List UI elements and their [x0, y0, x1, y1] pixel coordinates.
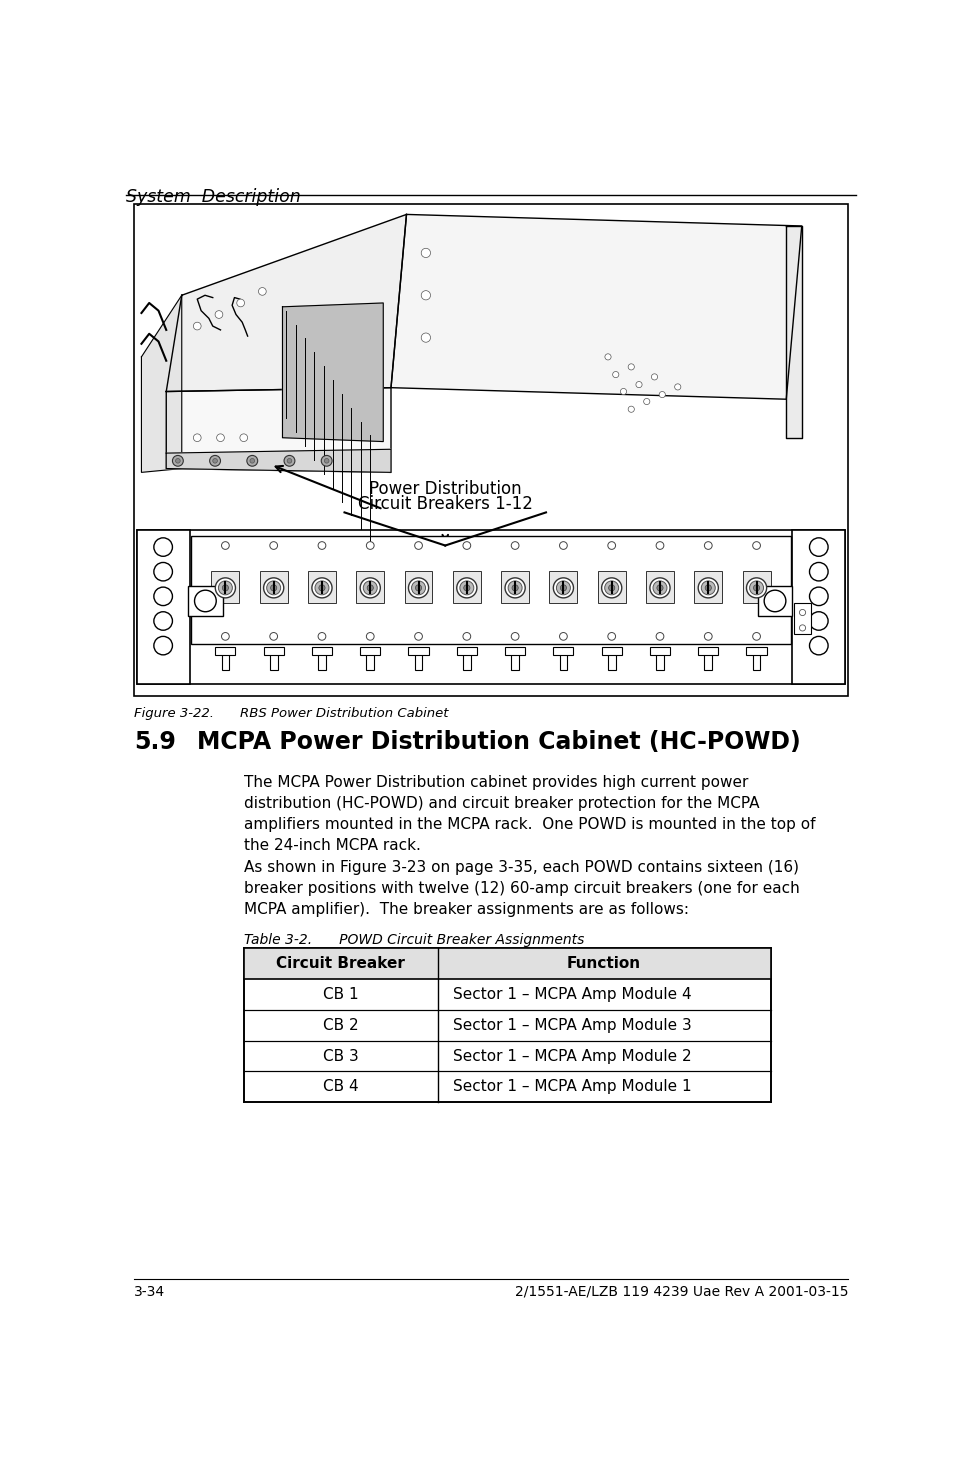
Text: Sector 1 – MCPA Amp Module 4: Sector 1 – MCPA Amp Module 4	[453, 987, 692, 1001]
Bar	[598, 570, 626, 604]
Circle shape	[154, 636, 172, 655]
Circle shape	[287, 459, 292, 463]
Circle shape	[325, 459, 329, 463]
Bar	[137, 531, 845, 685]
Circle shape	[222, 585, 229, 591]
Circle shape	[216, 578, 236, 598]
Circle shape	[319, 585, 325, 591]
Circle shape	[415, 541, 422, 550]
Circle shape	[247, 456, 258, 466]
Bar	[695, 570, 722, 604]
Circle shape	[463, 632, 470, 641]
Bar	[415, 652, 422, 670]
Bar	[221, 652, 229, 670]
Circle shape	[559, 541, 567, 550]
Circle shape	[250, 459, 255, 463]
Circle shape	[412, 581, 425, 595]
Circle shape	[218, 581, 233, 595]
Bar	[318, 652, 326, 670]
Circle shape	[512, 632, 519, 641]
Bar	[312, 647, 332, 655]
Circle shape	[799, 625, 806, 630]
Circle shape	[217, 434, 224, 441]
Bar	[260, 570, 287, 604]
Circle shape	[221, 541, 229, 550]
Text: As shown in Figure 3-23 on page 3-35, each POWD contains sixteen (16)
breaker po: As shown in Figure 3-23 on page 3-35, ea…	[243, 859, 800, 916]
Circle shape	[321, 456, 332, 466]
Circle shape	[644, 399, 650, 405]
Bar	[243, 949, 771, 979]
Polygon shape	[787, 226, 802, 438]
Text: Figure 3-22.    RBS Power Distribution Cabinet: Figure 3-22. RBS Power Distribution Cabi…	[134, 707, 448, 720]
Circle shape	[704, 632, 712, 641]
Bar	[792, 531, 845, 685]
Polygon shape	[142, 295, 182, 472]
Text: Power Distribution: Power Distribution	[369, 479, 521, 498]
Circle shape	[704, 541, 712, 550]
Circle shape	[701, 581, 716, 595]
Circle shape	[749, 581, 764, 595]
Circle shape	[367, 585, 374, 591]
Text: The MCPA Power Distribution cabinet provides high current power
distribution (HC: The MCPA Power Distribution cabinet prov…	[243, 776, 815, 853]
Bar	[559, 652, 567, 670]
Circle shape	[557, 581, 570, 595]
Bar	[501, 570, 529, 604]
Text: Circuit Breakers 1-12: Circuit Breakers 1-12	[357, 496, 533, 513]
Circle shape	[636, 381, 642, 387]
Circle shape	[457, 578, 477, 598]
Bar	[656, 652, 664, 670]
Circle shape	[613, 371, 619, 378]
Bar	[263, 647, 284, 655]
Circle shape	[705, 585, 712, 591]
Circle shape	[512, 585, 518, 591]
Bar	[650, 647, 670, 655]
Circle shape	[656, 541, 664, 550]
Circle shape	[259, 287, 266, 295]
Circle shape	[554, 578, 574, 598]
Circle shape	[408, 578, 428, 598]
Text: Circuit Breaker: Circuit Breaker	[276, 956, 405, 970]
Circle shape	[764, 591, 786, 611]
Circle shape	[194, 434, 201, 441]
Bar	[463, 652, 470, 670]
Bar	[408, 647, 428, 655]
Bar	[360, 647, 380, 655]
Text: 5.9: 5.9	[134, 730, 175, 755]
Polygon shape	[167, 387, 391, 472]
Bar	[404, 570, 432, 604]
Bar	[366, 652, 375, 670]
Circle shape	[237, 299, 244, 306]
Circle shape	[560, 585, 566, 591]
Circle shape	[312, 578, 332, 598]
Bar	[308, 570, 336, 604]
Circle shape	[318, 541, 326, 550]
Circle shape	[659, 391, 666, 397]
Bar	[457, 647, 477, 655]
Circle shape	[285, 456, 295, 466]
Circle shape	[154, 563, 172, 581]
Circle shape	[650, 578, 670, 598]
Bar	[742, 570, 770, 604]
Bar	[753, 652, 761, 670]
Circle shape	[360, 578, 380, 598]
Circle shape	[318, 632, 326, 641]
Circle shape	[810, 538, 828, 556]
Bar	[243, 949, 771, 1102]
Circle shape	[607, 632, 616, 641]
Circle shape	[651, 374, 657, 380]
Bar	[356, 570, 384, 604]
Circle shape	[608, 585, 615, 591]
Circle shape	[746, 578, 766, 598]
Polygon shape	[283, 303, 383, 441]
Circle shape	[512, 541, 519, 550]
Circle shape	[604, 581, 619, 595]
Text: Sector 1 – MCPA Amp Module 2: Sector 1 – MCPA Amp Module 2	[453, 1048, 692, 1063]
Circle shape	[422, 248, 430, 258]
Circle shape	[172, 456, 183, 466]
Polygon shape	[391, 214, 802, 399]
Circle shape	[216, 311, 223, 318]
Bar	[698, 647, 718, 655]
Circle shape	[154, 611, 172, 630]
Text: CB 3: CB 3	[323, 1048, 358, 1063]
Circle shape	[810, 586, 828, 605]
